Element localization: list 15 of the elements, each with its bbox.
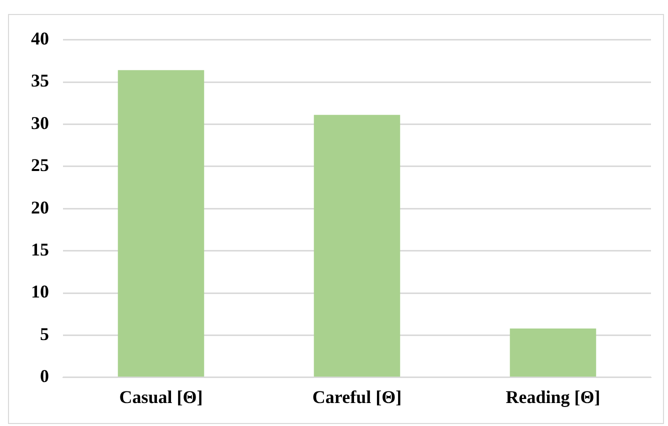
x-tick-label: Casual [Θ] [119, 386, 203, 407]
y-tick-label: 20 [31, 197, 49, 218]
x-tick-label: Careful [Θ] [312, 386, 402, 407]
y-tick-label: 5 [40, 324, 49, 344]
y-tick-label: 40 [31, 28, 49, 48]
y-tick-label: 0 [40, 366, 49, 386]
bar [118, 70, 204, 377]
y-tick-label: 35 [31, 70, 49, 91]
y-tick-label: 25 [31, 155, 49, 176]
bar [314, 114, 400, 377]
x-tick-label: Reading [Θ] [506, 386, 600, 407]
y-tick-label: 10 [31, 282, 49, 302]
y-tick-label: 30 [31, 112, 49, 133]
bar [510, 328, 596, 377]
y-tick-label: 15 [31, 239, 49, 260]
